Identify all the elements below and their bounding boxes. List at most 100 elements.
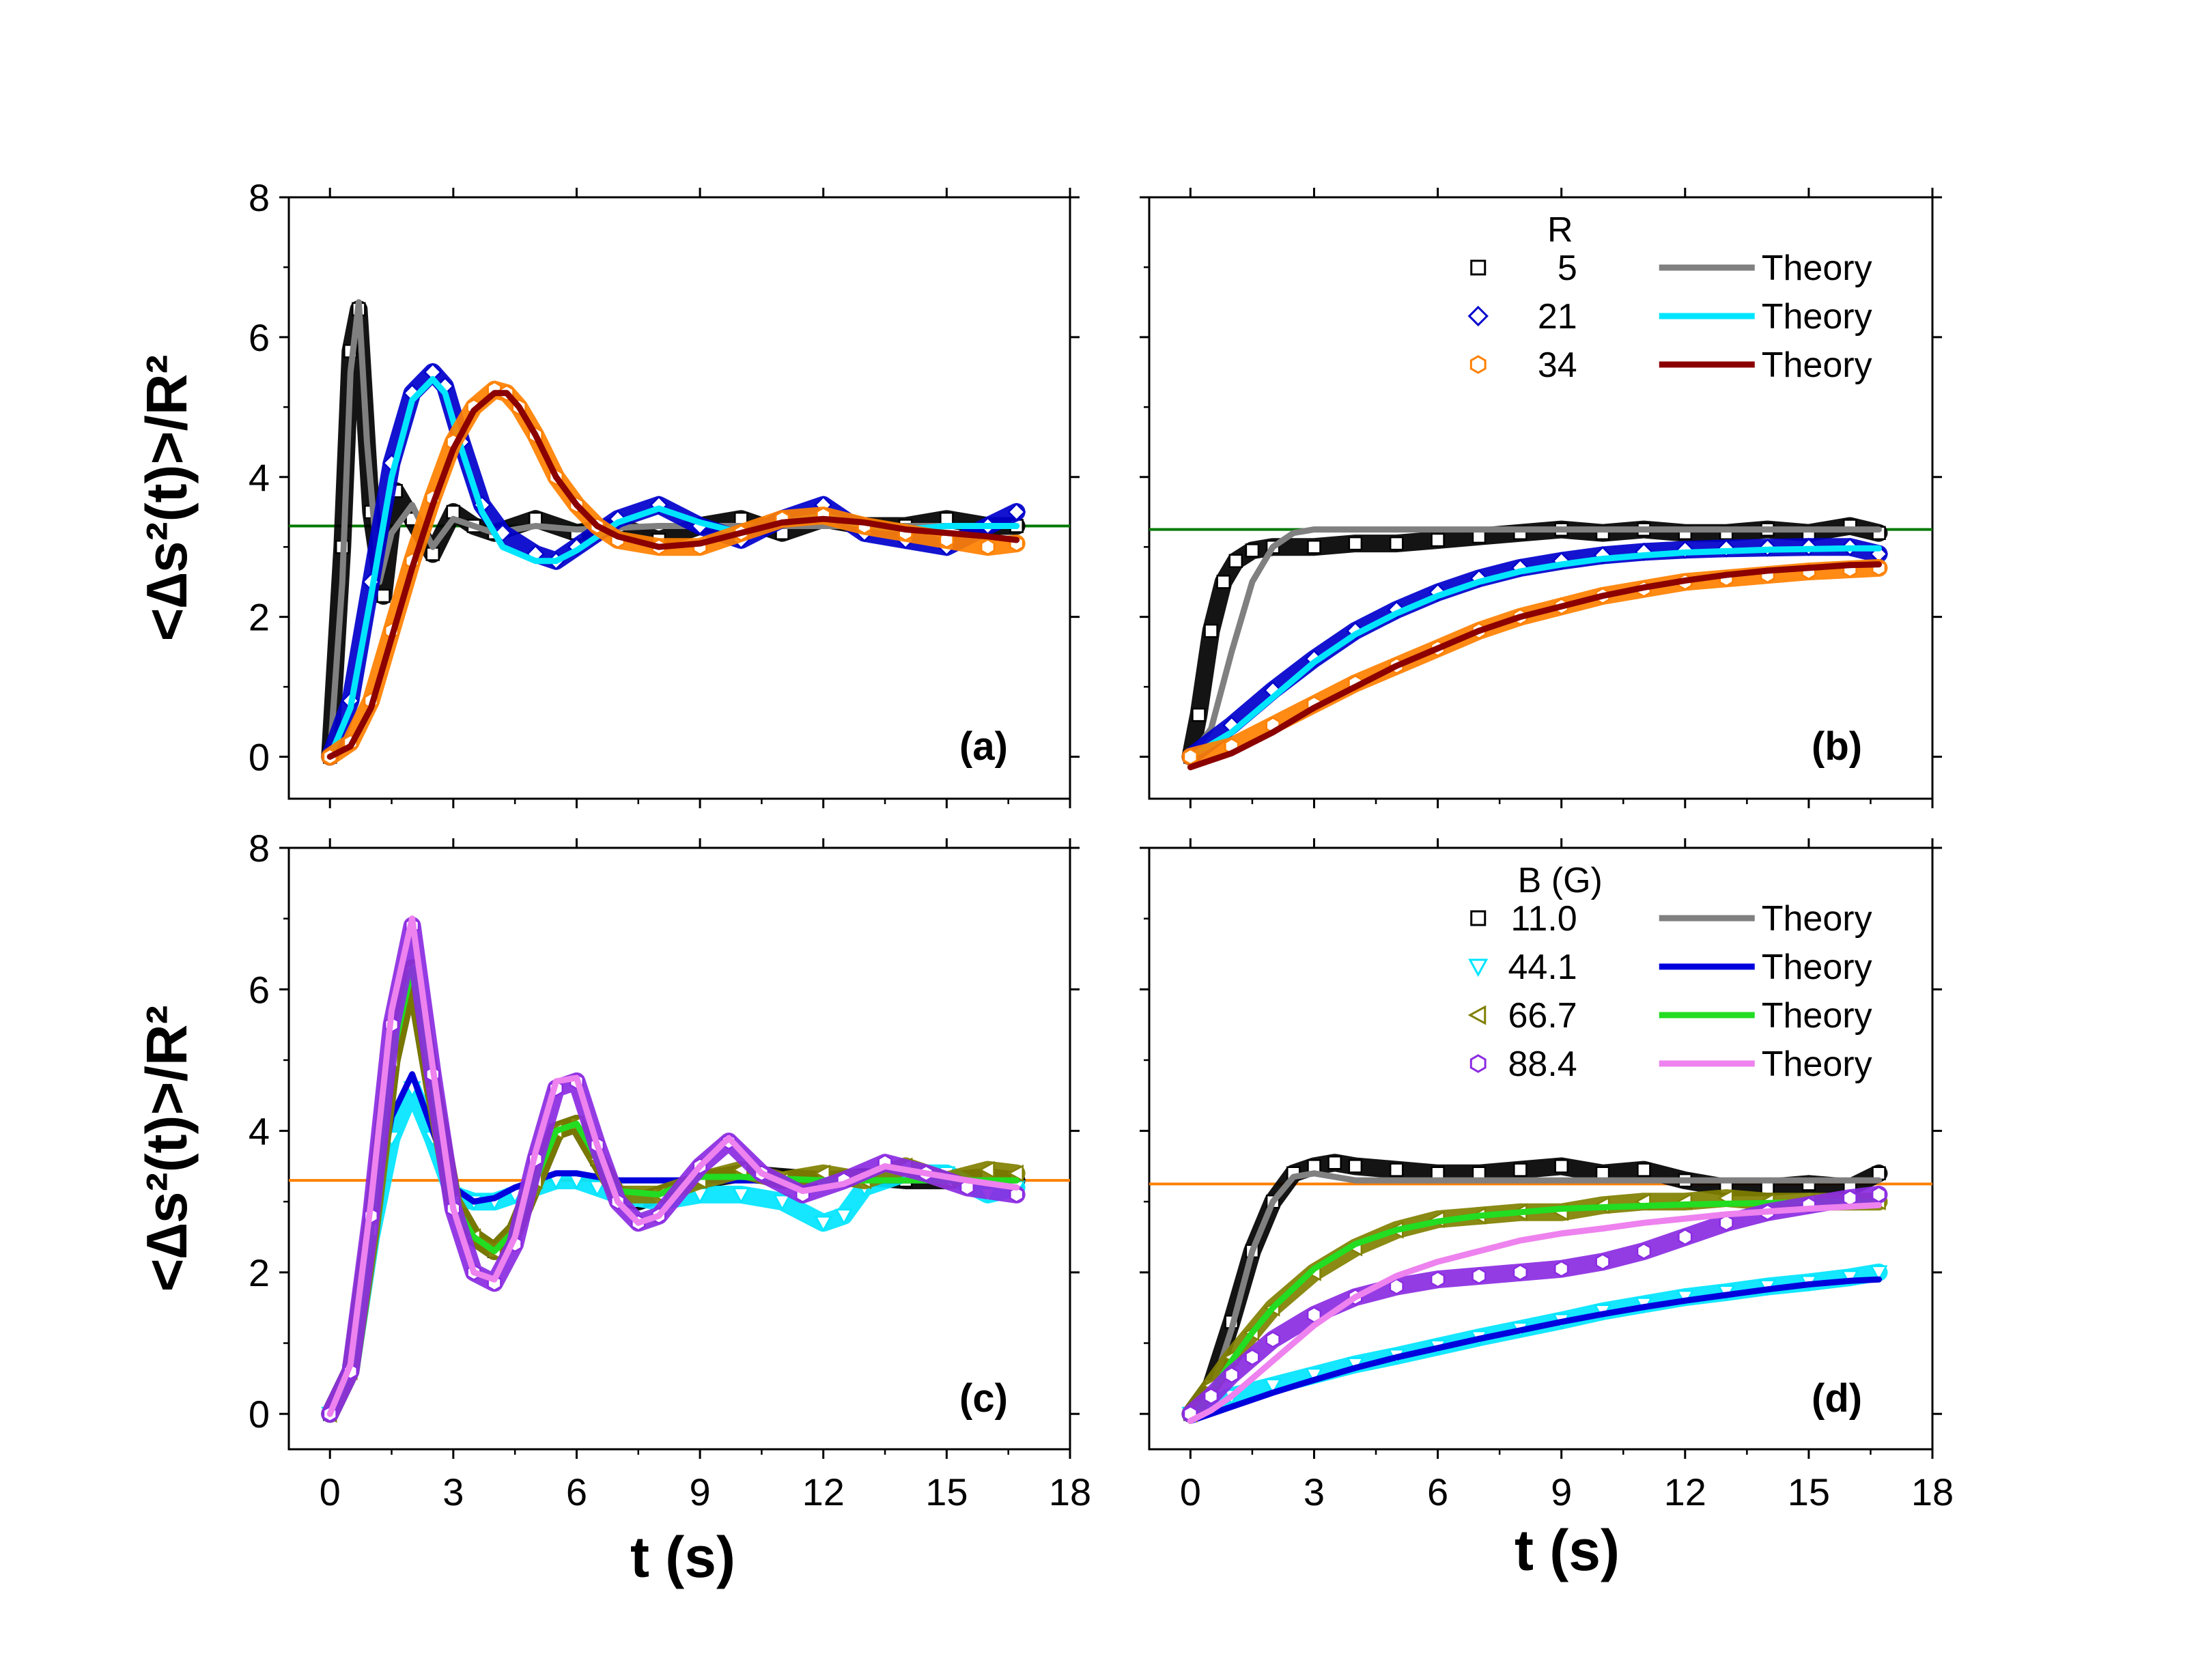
data-point [1305, 1367, 1323, 1384]
legend-marker [1467, 1005, 1487, 1025]
legend-title: B (G) [1518, 861, 1603, 900]
y-tick-label: 0 [249, 1393, 270, 1436]
legend-marker [1468, 958, 1489, 978]
data-point [1007, 1164, 1024, 1182]
panel-label-b: (b) [1812, 724, 1862, 769]
theory-line [1187, 545, 1882, 760]
x-tick-label: 12 [802, 1470, 845, 1513]
data-point [1512, 1264, 1528, 1281]
data-point [1204, 623, 1218, 638]
x-tick-label: 12 [1664, 1470, 1706, 1513]
y-tick-label: 6 [249, 316, 270, 359]
y-axis-label: <∆s²(t)>/R² [135, 1005, 199, 1292]
panel-label-c: (c) [959, 1376, 1008, 1421]
y-tick-label: 6 [249, 968, 270, 1011]
panel-d: 0 3 6 9 12 15 18 B (G)11.0 Theory 44.1 Theory 66.7 T… [1140, 838, 1954, 1513]
data-point [834, 1208, 853, 1225]
x-tick-label: 18 [1049, 1470, 1091, 1513]
y-tick-label: 2 [249, 596, 270, 639]
data-point [1595, 1253, 1610, 1270]
data-point [1007, 502, 1026, 522]
data-point [979, 1161, 995, 1179]
y-tick-label: 8 [249, 827, 270, 870]
legend-marker [1467, 305, 1489, 327]
x-tick-label: 3 [442, 1470, 464, 1513]
plot-area [289, 915, 1070, 1423]
data-point [1348, 536, 1363, 551]
legend-line-label: Theory [1762, 345, 1872, 385]
plot-area [289, 299, 1070, 766]
data-point [1264, 1378, 1282, 1395]
y-tick-label: 4 [249, 456, 270, 499]
data-point [980, 538, 996, 556]
data-point [1224, 1366, 1239, 1384]
legend-title: R [1547, 210, 1573, 250]
data-point [1636, 1242, 1652, 1260]
data-series-band [321, 1079, 1026, 1423]
legend-marker [1469, 355, 1487, 374]
x-axis-label-c: t (s) [630, 1525, 735, 1589]
data-point [1307, 539, 1321, 554]
legend-line-label: Theory [1762, 899, 1872, 939]
data-point [1228, 554, 1243, 568]
data-point [1192, 707, 1206, 722]
y-tick-label: 8 [249, 176, 270, 219]
data-point [1554, 1260, 1569, 1277]
data-point [1389, 536, 1404, 551]
data-point [1265, 1331, 1280, 1348]
plot-area [1149, 517, 1932, 771]
plot-area [1149, 1154, 1932, 1424]
data-series-band [321, 363, 1026, 766]
y-tick-label: 4 [249, 1110, 270, 1153]
data-point [1719, 1214, 1734, 1231]
data-point [1554, 1159, 1568, 1173]
data-point [814, 1164, 830, 1182]
data-point [1216, 575, 1230, 589]
data-point [732, 1187, 750, 1204]
data-point [1472, 1267, 1487, 1285]
theory-line [1187, 1170, 1882, 1417]
legend-label: 11.0 [1510, 899, 1577, 939]
legend-marker [1470, 259, 1487, 276]
theory-line [1187, 1201, 1882, 1424]
data-point [1842, 1189, 1857, 1207]
data-point [773, 1194, 791, 1211]
plot-frame [1148, 196, 1934, 800]
data-point [1245, 543, 1260, 558]
x-tick-label: 15 [925, 1470, 968, 1513]
legend-line-label: Theory [1762, 1044, 1872, 1084]
data-point [1430, 1270, 1446, 1288]
panel-c: 0 3 6 9 12 15 18 0 2 4 6 8 <∆s²(t)>/R² [135, 827, 1091, 1513]
data-point [1389, 1163, 1404, 1177]
data-point [1870, 1265, 1888, 1282]
theory-line [1187, 1276, 1882, 1424]
data-point [1183, 748, 1198, 765]
x-tick-label: 6 [1427, 1470, 1448, 1513]
y-tick-label: 0 [249, 736, 270, 779]
x-tick-label: 0 [1180, 1470, 1201, 1513]
y-axis-label: <∆s²(t)>/R² [135, 354, 199, 641]
legend-marker [1470, 910, 1487, 926]
x-tick-label: 6 [566, 1470, 587, 1513]
data-point [1872, 1166, 1886, 1181]
theory-line [1187, 1198, 1882, 1424]
x-tick-label: 18 [1911, 1470, 1954, 1513]
panel-a: 0 2 4 6 8 <∆s²(t)>/R² [135, 176, 1080, 808]
data-point [814, 1216, 832, 1232]
theory-line [326, 915, 1020, 1417]
panel-label-d: (d) [1812, 1376, 1862, 1421]
legend-label: 88.4 [1508, 1044, 1577, 1084]
x-tick-label: 9 [690, 1470, 711, 1513]
theory-line [326, 375, 1020, 760]
x-tick-label: 9 [1551, 1470, 1572, 1513]
x-tick-label: 0 [320, 1470, 341, 1513]
legend-line-label: Theory [1762, 248, 1872, 288]
data-point [1203, 1388, 1219, 1405]
panel-b: R5 Theory 21 Theory 34 Theory [1140, 188, 1942, 808]
data-point [588, 1180, 606, 1197]
data-point [1513, 1163, 1528, 1177]
legend-marker [1469, 1054, 1487, 1073]
data-point [1389, 1278, 1404, 1295]
legend-line-label: Theory [1762, 996, 1872, 1036]
